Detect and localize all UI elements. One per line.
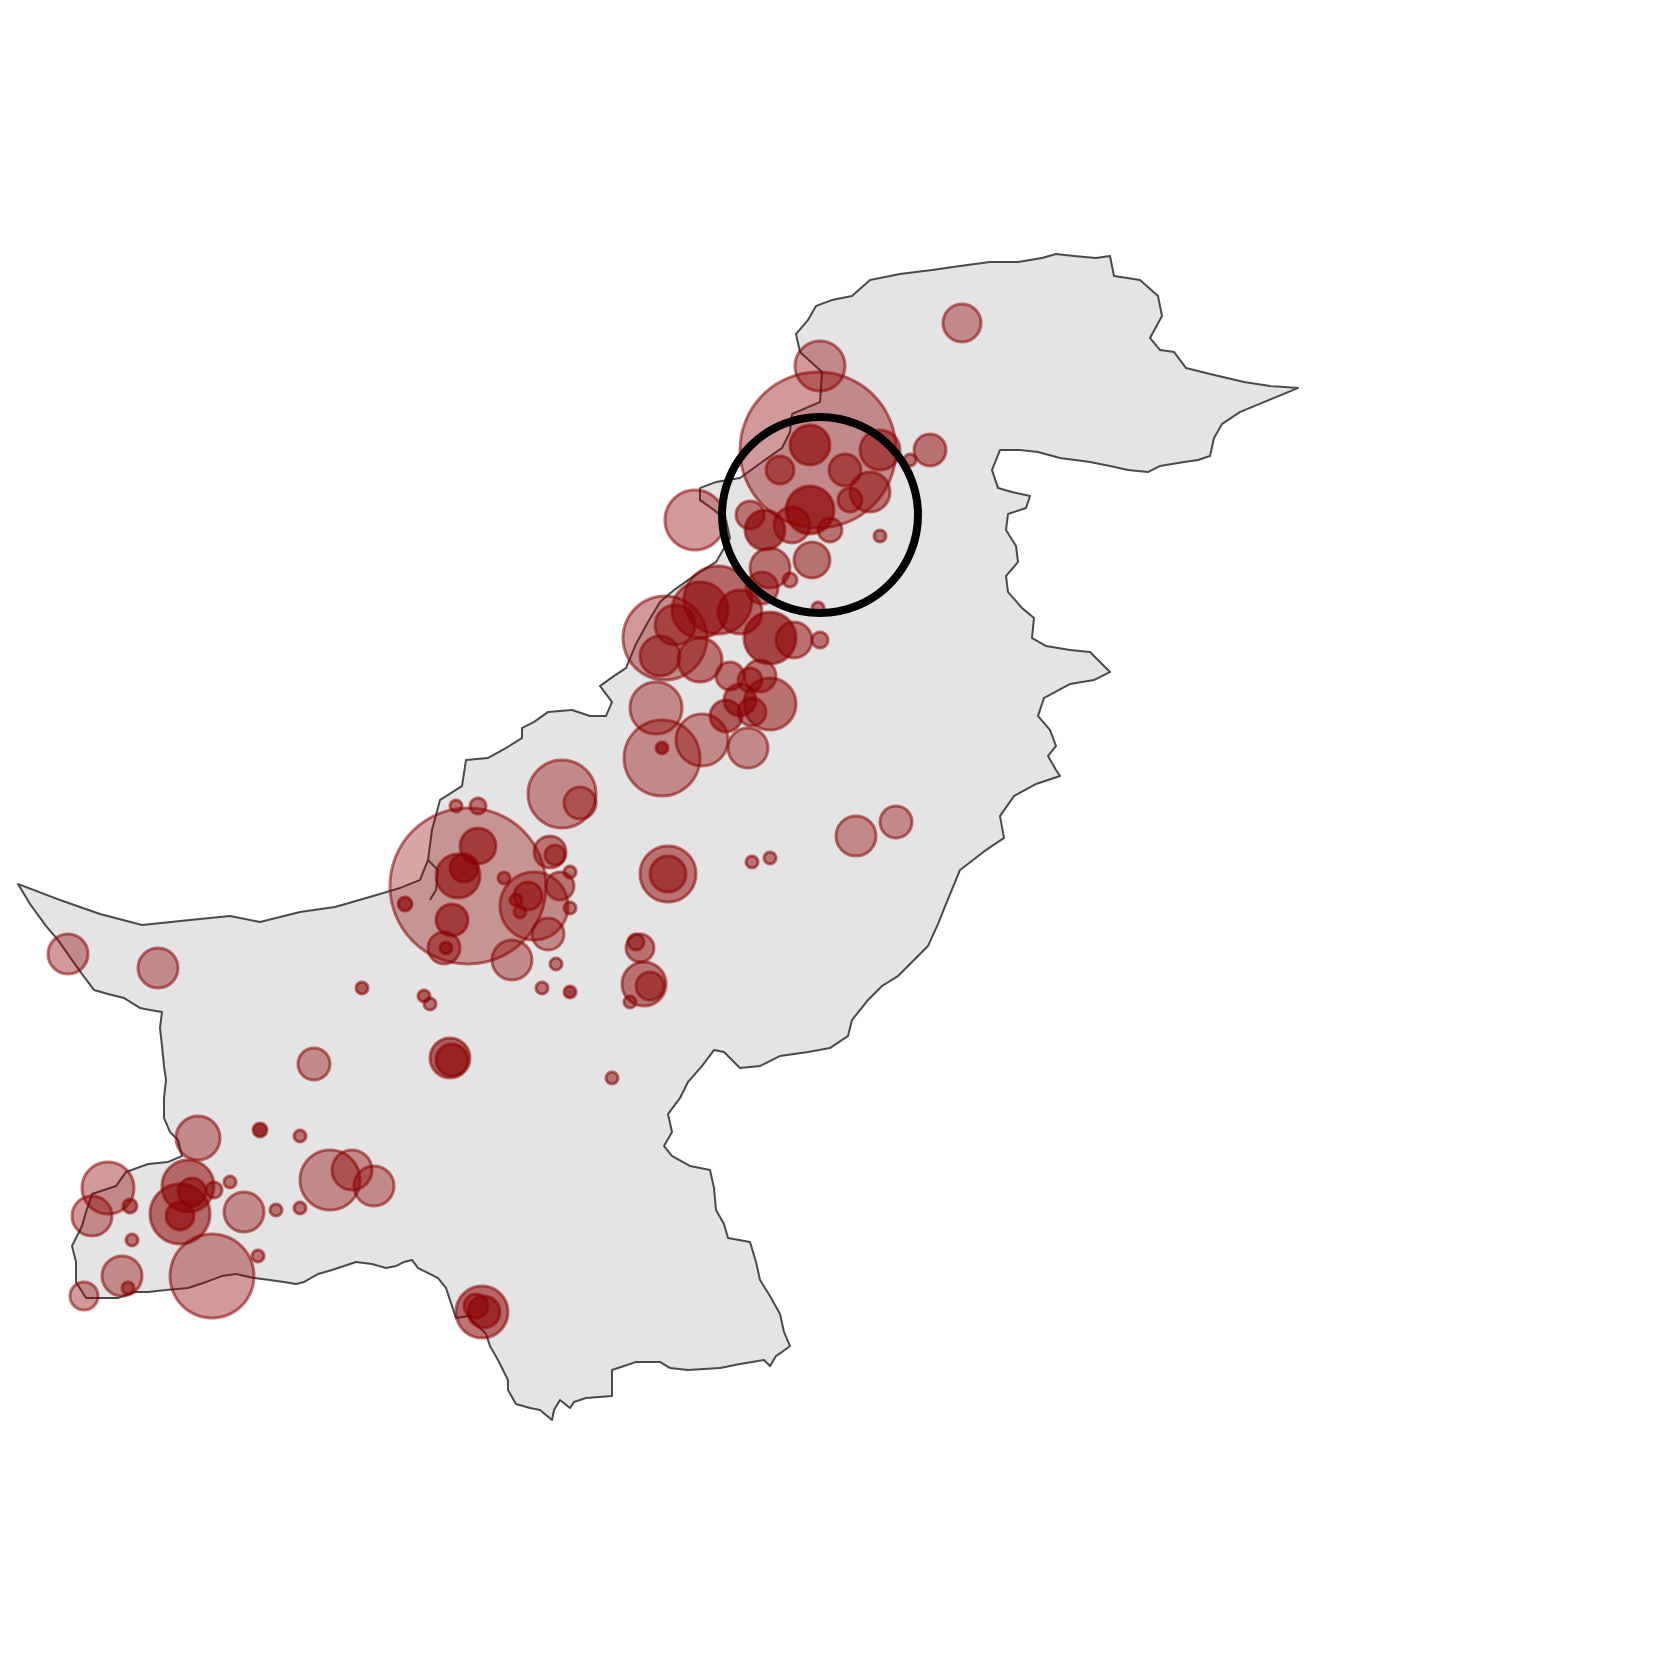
event-bubble [858, 428, 902, 472]
event-bubble [562, 785, 598, 821]
event-bubble [834, 814, 878, 858]
event-bubble [496, 870, 512, 886]
event-bubble [816, 516, 844, 544]
event-bubble [676, 636, 724, 684]
event-bubble [764, 454, 796, 486]
event-bubble [136, 946, 180, 990]
event-bubble [468, 796, 488, 816]
event-bubble [434, 1042, 470, 1078]
event-bubble [396, 895, 414, 913]
event-bubble [774, 620, 814, 660]
event-bubble [422, 996, 438, 1012]
event-bubble [781, 571, 799, 589]
event-bubble [174, 1114, 222, 1162]
event-bubble [634, 970, 666, 1002]
event-bubble [124, 1232, 140, 1248]
event-bubble [663, 488, 727, 552]
event-bubble [292, 1200, 308, 1216]
event-bubble [80, 1160, 136, 1216]
event-bubble [562, 984, 578, 1000]
event-bubble [296, 1046, 332, 1082]
event-bubble [121, 1197, 139, 1215]
event-bubble [912, 432, 948, 468]
event-bubble [744, 854, 760, 870]
event-bubble [624, 932, 656, 964]
event-bubble [534, 980, 550, 996]
event-bubble [810, 630, 830, 650]
event-bubble [638, 634, 682, 678]
event-bubble [250, 1248, 266, 1264]
event-bubble [562, 900, 578, 916]
event-bubble [793, 339, 847, 393]
event-bubble [772, 505, 812, 545]
event-bubble [512, 904, 528, 920]
event-bubble [827, 452, 863, 488]
event-bubble [726, 726, 770, 770]
event-bubble [604, 1070, 620, 1086]
event-bubble [222, 1190, 266, 1234]
event-bubble [438, 940, 454, 956]
event-bubble [462, 1292, 490, 1320]
event-bubble [70, 1194, 114, 1238]
event-bubble [354, 980, 370, 996]
event-bubble [788, 423, 832, 467]
event-bubble [490, 938, 534, 982]
event-bubble [251, 1121, 269, 1139]
event-bubble [68, 1280, 100, 1312]
event-bubble [352, 1164, 396, 1208]
event-bubble [792, 540, 832, 580]
event-bubble [330, 1148, 374, 1192]
event-bubble [526, 758, 598, 830]
event-bubble [530, 916, 566, 952]
event-bubble [622, 994, 638, 1010]
event-bubble [548, 956, 564, 972]
highlight-circle [718, 413, 922, 617]
event-bubble [46, 932, 90, 976]
event-bubbles [46, 302, 983, 1340]
event-bubble [836, 486, 864, 514]
event-bubble [298, 1148, 362, 1212]
event-bubble [654, 740, 670, 756]
event-bubble [543, 843, 567, 867]
event-bubble [448, 852, 480, 884]
event-bubble [622, 718, 702, 798]
event-bubble [120, 1280, 136, 1296]
event-bubble [648, 854, 688, 894]
event-bubble [508, 892, 524, 908]
event-bubble [268, 1202, 284, 1218]
event-bubble [941, 302, 983, 344]
event-bubble [204, 1180, 224, 1200]
event-bubble [762, 850, 778, 866]
event-bubble [872, 528, 888, 544]
event-bubble [878, 804, 914, 840]
event-bubble [544, 870, 576, 902]
event-bubble [292, 1128, 308, 1144]
event-bubble [734, 499, 766, 531]
event-bubble [164, 1200, 196, 1232]
event-bubble [674, 712, 730, 768]
event-bubble [448, 798, 464, 814]
event-bubble [222, 1174, 238, 1190]
event-bubble [168, 1232, 256, 1320]
